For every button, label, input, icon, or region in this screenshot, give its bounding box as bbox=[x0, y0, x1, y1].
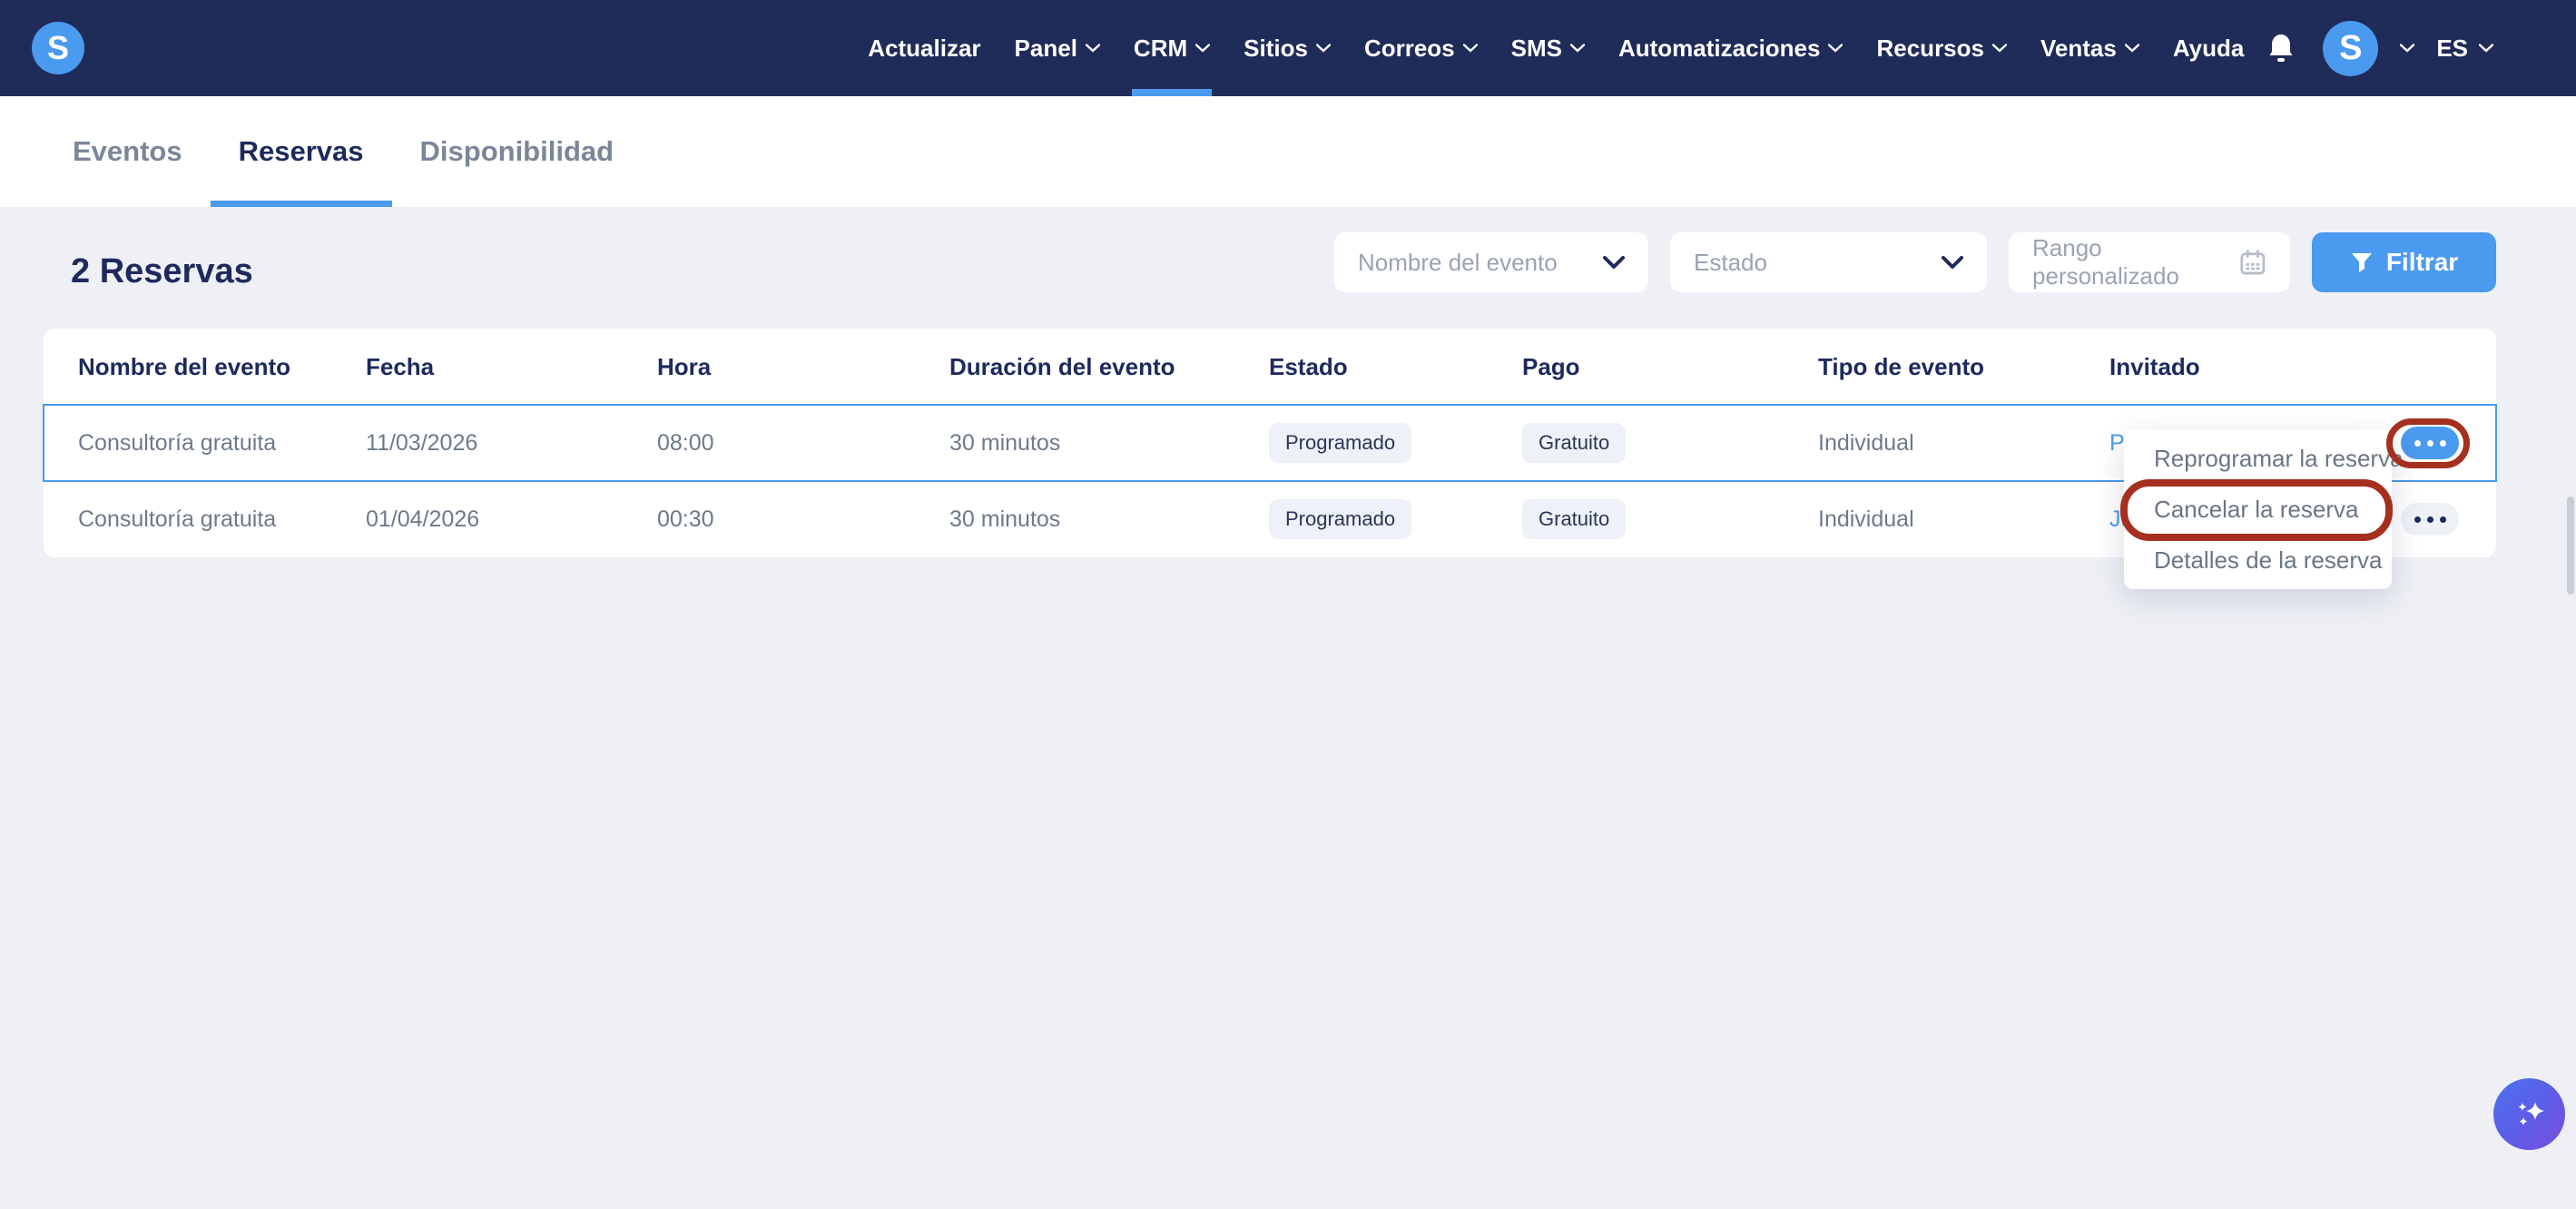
nav-item-label: Automatizaciones bbox=[1617, 34, 1821, 62]
calendar-icon bbox=[2240, 250, 2266, 275]
table-row: Consultoría gratuita 11/03/2026 08:00 30… bbox=[43, 404, 2497, 482]
row-actions-button[interactable] bbox=[2401, 427, 2459, 459]
cell-duration: 30 minutos bbox=[949, 506, 1061, 532]
cell-date: 11/03/2026 bbox=[366, 429, 478, 456]
chevron-down-icon bbox=[2479, 44, 2493, 53]
chevron-down-icon bbox=[1195, 44, 1211, 53]
nav-item-label: CRM bbox=[1133, 34, 1188, 62]
chevron-down-icon bbox=[2124, 44, 2139, 53]
tab-reservas[interactable]: Reservas bbox=[210, 96, 392, 207]
status-select-placeholder: Estado bbox=[1694, 248, 1767, 276]
cell-date: 01/04/2026 bbox=[366, 506, 480, 532]
menu-item-reschedule[interactable]: Reprogramar la reserva bbox=[2154, 444, 2404, 472]
chevron-down-icon bbox=[1085, 44, 1100, 53]
vertical-scrollbar[interactable] bbox=[2567, 496, 2574, 595]
status-select[interactable]: Estado bbox=[1670, 232, 1987, 292]
col-header-type: Tipo de evento bbox=[1818, 352, 1984, 380]
navbar-right-group: S ES bbox=[2267, 20, 2493, 76]
section-tabbar: Eventos Reservas Disponibilidad bbox=[0, 96, 2576, 207]
cell-time: 08:00 bbox=[657, 429, 714, 456]
guest-link[interactable]: P bbox=[2109, 429, 2125, 456]
user-avatar[interactable]: S bbox=[2323, 20, 2379, 76]
payment-badge: Gratuito bbox=[1522, 423, 1627, 463]
nav-item-actualizar[interactable]: Actualizar bbox=[868, 0, 980, 96]
table-row: Consultoría gratuita 01/04/2026 00:30 30… bbox=[44, 481, 2496, 557]
chevron-down-icon bbox=[1991, 44, 2007, 53]
col-header-payment: Pago bbox=[1522, 352, 1580, 380]
event-name-select-placeholder: Nombre del evento bbox=[1358, 248, 1558, 276]
chevron-down-icon bbox=[1942, 256, 1963, 269]
nav-item-ayuda[interactable]: Ayuda bbox=[2173, 0, 2245, 96]
status-badge: Programado bbox=[1269, 499, 1412, 539]
notifications-bell-icon[interactable] bbox=[2267, 33, 2295, 64]
nav-item-label: Correos bbox=[1363, 34, 1455, 62]
nav-item-label: Sitios bbox=[1244, 34, 1308, 62]
chevron-down-icon bbox=[1828, 44, 1844, 53]
nav-item-sitios[interactable]: Sitios bbox=[1244, 0, 1331, 96]
filter-funnel-icon bbox=[2351, 253, 2372, 272]
nav-item-correos[interactable]: Correos bbox=[1364, 0, 1478, 96]
main-nav: Actualizar Panel CRM Sitios Correos SMS bbox=[868, 0, 2244, 96]
col-header-event: Nombre del evento bbox=[78, 352, 291, 380]
nav-item-automatizaciones[interactable]: Automatizaciones bbox=[1618, 0, 1844, 96]
nav-item-crm[interactable]: CRM bbox=[1131, 0, 1213, 96]
cell-time: 00:30 bbox=[657, 506, 714, 532]
reservations-table: Nombre del evento Fecha Hora Duración de… bbox=[43, 329, 2497, 557]
table-header-row: Nombre del evento Fecha Hora Duración de… bbox=[44, 329, 2496, 405]
top-navbar: S Actualizar Panel CRM Sitios Correos bbox=[0, 0, 2576, 96]
event-name-select[interactable]: Nombre del evento bbox=[1334, 232, 1648, 292]
cell-event-name: Consultoría gratuita bbox=[78, 506, 277, 532]
menu-item-cancel[interactable]: Cancelar la reserva bbox=[2154, 495, 2359, 523]
page-title: 2 Reservas bbox=[71, 252, 253, 290]
row-actions-button[interactable] bbox=[2401, 503, 2459, 536]
chevron-down-icon bbox=[1315, 44, 1331, 53]
ellipsis-dot bbox=[2426, 516, 2433, 523]
language-label: ES bbox=[2436, 34, 2468, 62]
tab-eventos[interactable]: Eventos bbox=[73, 135, 182, 167]
nav-item-sms[interactable]: SMS bbox=[1511, 0, 1585, 96]
nav-item-panel[interactable]: Panel bbox=[1015, 0, 1100, 96]
brand-logo[interactable]: S bbox=[32, 22, 84, 74]
nav-item-label: Recursos bbox=[1876, 34, 1984, 62]
col-header-status: Estado bbox=[1269, 352, 1348, 380]
nav-item-recursos[interactable]: Recursos bbox=[1876, 0, 2007, 96]
filter-bar: Nombre del evento Estado Rango personali… bbox=[1334, 232, 2496, 292]
chevron-down-icon bbox=[1569, 44, 1585, 53]
ai-assistant-fab[interactable] bbox=[2493, 1078, 2565, 1150]
row-actions-menu: Reprogramar la reserva Cancelar la reser… bbox=[2124, 429, 2404, 589]
payment-badge: Gratuito bbox=[1522, 499, 1627, 539]
col-header-date: Fecha bbox=[366, 352, 435, 380]
ellipsis-dot bbox=[2439, 516, 2446, 523]
col-header-duration: Duración del evento bbox=[949, 352, 1175, 380]
ellipsis-dot bbox=[2414, 439, 2421, 447]
sparkle-icon bbox=[2518, 1101, 2544, 1125]
nav-item-label: SMS bbox=[1510, 34, 1562, 62]
cell-event-type: Individual bbox=[1818, 506, 1914, 532]
nav-item-label: Ventas bbox=[2040, 34, 2117, 62]
nav-item-label: Panel bbox=[1014, 34, 1077, 62]
tab-disponibilidad[interactable]: Disponibilidad bbox=[419, 135, 615, 167]
date-range-placeholder: Rango personalizado bbox=[2032, 234, 2179, 290]
col-header-time: Hora bbox=[657, 352, 712, 380]
nav-item-ventas[interactable]: Ventas bbox=[2040, 0, 2139, 96]
filter-button[interactable]: Filtrar bbox=[2312, 232, 2496, 292]
ellipsis-dot bbox=[2426, 439, 2433, 447]
menu-item-details[interactable]: Detalles de la reserva bbox=[2154, 546, 2383, 574]
nav-item-label: Ayuda bbox=[2172, 34, 2245, 62]
chevron-down-icon bbox=[1603, 256, 1625, 269]
col-header-guest: Invitado bbox=[2109, 352, 2200, 380]
chevron-down-icon bbox=[1462, 44, 1478, 53]
nav-item-label: Actualizar bbox=[868, 34, 981, 62]
ellipsis-dot bbox=[2414, 516, 2421, 523]
ellipsis-dot bbox=[2439, 439, 2446, 447]
language-selector[interactable]: ES bbox=[2436, 34, 2493, 63]
filter-button-label: Filtrar bbox=[2385, 248, 2459, 276]
date-range-input[interactable]: Rango personalizado bbox=[2009, 232, 2290, 292]
cell-event-type: Individual bbox=[1818, 429, 1914, 456]
status-badge: Programado bbox=[1269, 423, 1412, 463]
chevron-down-icon[interactable] bbox=[2400, 44, 2415, 53]
cell-duration: 30 minutos bbox=[949, 429, 1061, 456]
cell-event-name: Consultoría gratuita bbox=[78, 429, 277, 456]
